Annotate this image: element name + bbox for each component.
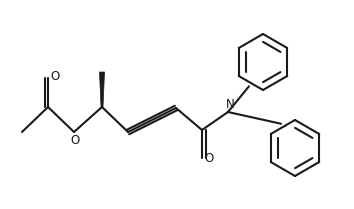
Polygon shape [99, 72, 104, 107]
Text: O: O [204, 153, 213, 166]
Text: O: O [50, 70, 59, 84]
Text: O: O [70, 134, 80, 147]
Text: N: N [225, 98, 234, 111]
